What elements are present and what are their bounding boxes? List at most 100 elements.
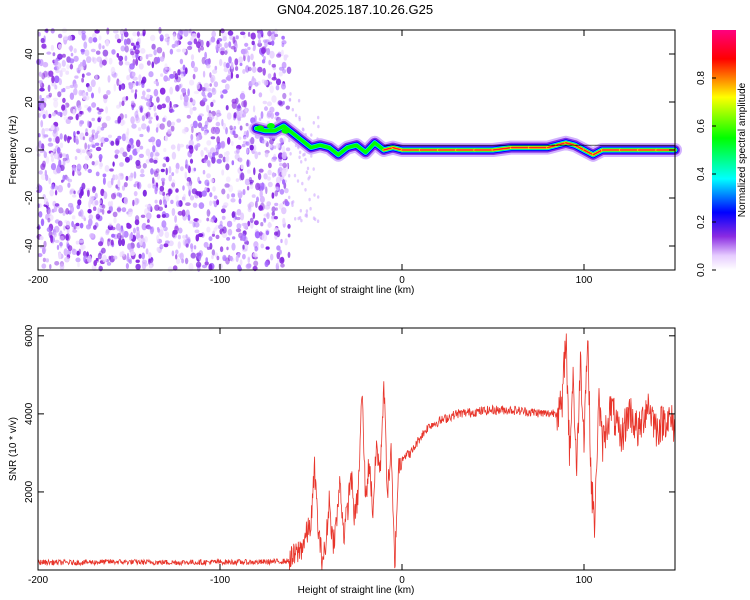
noise-dot <box>75 222 80 227</box>
noise-dot <box>53 153 59 160</box>
noise-dot <box>231 160 235 166</box>
noise-dot <box>244 178 251 186</box>
noise-dot <box>114 174 119 181</box>
noise-dot <box>312 121 315 125</box>
noise-dot <box>88 200 91 209</box>
noise-dot <box>65 235 70 241</box>
noise-dot <box>235 228 242 233</box>
noise-dot <box>227 228 233 236</box>
noise-dot <box>71 220 74 228</box>
noise-dot <box>78 192 83 199</box>
noise-dot <box>261 47 266 54</box>
noise-dot <box>112 161 115 167</box>
noise-dot <box>155 115 159 121</box>
noise-dot <box>75 148 81 153</box>
noise-dot <box>185 159 188 167</box>
noise-dot <box>247 66 252 72</box>
noise-dot <box>169 101 172 108</box>
noise-dot <box>168 105 173 114</box>
noise-dot <box>96 56 103 63</box>
noise-dot <box>117 116 122 124</box>
noise-dot <box>198 180 202 184</box>
noise-dot <box>116 53 120 58</box>
noise-dot <box>135 263 141 270</box>
noise-dot <box>177 69 181 76</box>
noise-dot <box>278 172 281 177</box>
noise-dot <box>238 233 243 239</box>
noise-dot <box>190 36 195 40</box>
noise-dot <box>133 171 137 179</box>
noise-dot <box>40 173 46 181</box>
noise-dot <box>238 136 242 140</box>
noise-dot <box>285 105 290 110</box>
noise-dot <box>46 202 49 206</box>
ridge-core-red <box>564 142 576 146</box>
noise-dot <box>267 222 273 228</box>
noise-dot <box>264 260 269 268</box>
noise-dot <box>207 151 212 158</box>
noise-dot <box>142 32 146 37</box>
noise-dot <box>271 206 276 213</box>
noise-dot <box>87 168 93 174</box>
noise-dot <box>303 152 306 157</box>
noise-dot <box>282 162 287 169</box>
noise-dot <box>167 129 172 135</box>
noise-dot <box>283 136 286 143</box>
noise-dot <box>242 253 246 260</box>
noise-dot <box>85 132 89 137</box>
noise-dot <box>179 94 183 101</box>
noise-dot <box>265 230 269 236</box>
noise-dot <box>273 216 278 220</box>
noise-dot <box>222 226 227 234</box>
noise-dot <box>220 90 223 95</box>
noise-dot <box>225 150 230 156</box>
noise-dot <box>246 169 251 174</box>
noise-dot <box>129 63 135 70</box>
noise-dot <box>148 264 153 269</box>
spectrogram-frame <box>37 29 676 271</box>
noise-dot <box>221 169 225 176</box>
noise-dot <box>190 54 195 61</box>
noise-dot <box>179 143 185 148</box>
noise-dot <box>306 166 310 171</box>
noise-dot <box>145 159 151 164</box>
noise-dot <box>64 256 70 263</box>
noise-dot <box>54 75 60 84</box>
noise-dot <box>72 194 77 198</box>
noise-dot <box>251 77 257 86</box>
noise-dot <box>236 216 241 221</box>
noise-dot <box>110 177 114 186</box>
noise-dot <box>266 110 272 118</box>
noise-dot <box>39 87 45 92</box>
noise-dot <box>111 49 116 55</box>
noise-dot <box>186 164 190 171</box>
noise-dot <box>177 241 181 249</box>
noise-dot <box>275 262 280 271</box>
noise-dot <box>209 192 213 198</box>
noise-dot <box>171 250 175 257</box>
noise-dot <box>139 145 144 150</box>
noise-dot <box>206 226 211 233</box>
noise-dot <box>206 209 211 217</box>
noise-dot <box>201 87 206 92</box>
noise-dot <box>243 222 249 230</box>
noise-dot <box>251 194 256 198</box>
noise-dot <box>211 30 216 38</box>
noise-dot <box>190 243 194 250</box>
noise-dot <box>58 207 64 214</box>
noise-dot <box>58 252 62 260</box>
noise-dot <box>222 254 227 262</box>
noise-dot <box>147 226 153 230</box>
noise-dot <box>51 75 55 84</box>
noise-dot <box>40 120 44 128</box>
noise-dot <box>94 192 98 199</box>
noise-dot <box>228 41 232 48</box>
noise-dot <box>163 200 167 205</box>
noise-dot <box>204 261 209 266</box>
noise-dot <box>104 137 109 142</box>
noise-dot <box>240 212 245 221</box>
noise-dot <box>135 58 139 66</box>
noise-dot <box>89 195 95 201</box>
noise-dot <box>81 77 84 83</box>
